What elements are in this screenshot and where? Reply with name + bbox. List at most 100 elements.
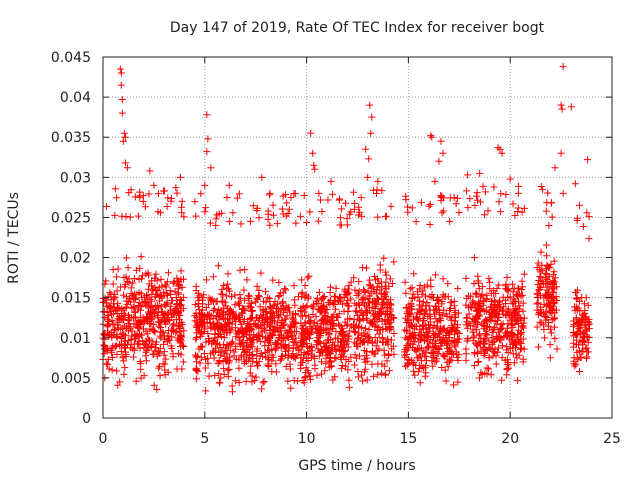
- data-point: [374, 360, 382, 368]
- data-point: [547, 329, 555, 337]
- data-point: [368, 320, 376, 328]
- data-point: [256, 337, 264, 345]
- data-point: [321, 311, 329, 319]
- data-point: [428, 133, 436, 141]
- data-point: [277, 341, 285, 349]
- data-point: [550, 323, 558, 331]
- data-point: [350, 274, 358, 282]
- data-point: [140, 344, 148, 352]
- data-point: [303, 326, 311, 334]
- data-point: [137, 275, 145, 283]
- data-point: [490, 325, 498, 333]
- data-point: [128, 304, 136, 312]
- data-point: [481, 188, 489, 196]
- data-point: [351, 199, 359, 207]
- data-point: [455, 309, 463, 317]
- data-point: [170, 309, 178, 317]
- data-point: [579, 337, 587, 345]
- data-point: [440, 207, 448, 215]
- data-point: [304, 295, 312, 303]
- x-tick-label: 15: [399, 431, 417, 447]
- data-point: [337, 205, 345, 213]
- data-point: [512, 350, 520, 358]
- data-point: [469, 328, 477, 336]
- data-point: [476, 374, 484, 382]
- data-point: [490, 349, 498, 357]
- data-point: [203, 111, 211, 119]
- data-point: [154, 348, 162, 356]
- data-point: [253, 362, 261, 370]
- data-point: [583, 209, 591, 217]
- data-point: [425, 202, 433, 210]
- data-point: [295, 293, 302, 301]
- data-point: [421, 292, 429, 300]
- data-point: [197, 343, 205, 351]
- data-point: [299, 312, 307, 320]
- data-point: [205, 310, 213, 318]
- data-point: [473, 189, 481, 197]
- data-point: [127, 344, 135, 352]
- data-point: [332, 284, 340, 292]
- data-point: [305, 313, 313, 321]
- data-point: [256, 315, 264, 323]
- data-point: [157, 323, 165, 331]
- data-point: [337, 221, 345, 229]
- data-point: [320, 293, 328, 301]
- data-point: [249, 357, 257, 365]
- data-point: [195, 306, 203, 314]
- data-point: [142, 357, 150, 365]
- data-point: [462, 274, 470, 282]
- data-point: [117, 347, 125, 355]
- data-point: [235, 379, 243, 387]
- data-point: [245, 356, 253, 364]
- data-point: [212, 215, 220, 223]
- data-point: [168, 345, 176, 353]
- data-point: [226, 328, 234, 336]
- data-point: [206, 219, 214, 227]
- data-point: [104, 323, 112, 331]
- data-point: [451, 307, 459, 315]
- data-point: [121, 364, 129, 372]
- data-point: [124, 264, 132, 272]
- data-point: [448, 314, 456, 322]
- data-point: [121, 310, 129, 318]
- data-point: [119, 306, 127, 314]
- data-point: [376, 308, 384, 316]
- data-point: [108, 332, 116, 340]
- data-point: [322, 360, 330, 368]
- data-point: [258, 173, 266, 181]
- data-point: [327, 296, 335, 304]
- data-point: [209, 338, 217, 346]
- data-point: [402, 196, 410, 204]
- data-point: [424, 343, 432, 351]
- data-point: [466, 195, 474, 203]
- data-point: [497, 208, 505, 216]
- data-point: [273, 300, 281, 308]
- data-point: [375, 345, 383, 353]
- data-point: [479, 343, 487, 351]
- data-point: [163, 278, 171, 286]
- data-point: [340, 307, 348, 315]
- data-point: [266, 302, 274, 310]
- data-point: [292, 219, 300, 227]
- data-point: [373, 189, 381, 197]
- data-point: [504, 305, 512, 313]
- data-point: [140, 372, 148, 380]
- data-point: [543, 252, 551, 260]
- data-point: [439, 149, 447, 157]
- data-point: [192, 212, 200, 220]
- data-point: [543, 314, 551, 322]
- data-point: [358, 296, 366, 304]
- data-point: [152, 305, 160, 313]
- data-point: [278, 353, 286, 361]
- data-point: [325, 331, 333, 339]
- data-point: [220, 325, 228, 333]
- data-point: [180, 327, 188, 335]
- data-point: [401, 346, 409, 354]
- data-point: [137, 360, 145, 368]
- scatter-points: [99, 63, 594, 396]
- data-point: [167, 197, 175, 205]
- data-point: [548, 316, 556, 324]
- data-point: [162, 300, 170, 308]
- data-point: [329, 339, 337, 347]
